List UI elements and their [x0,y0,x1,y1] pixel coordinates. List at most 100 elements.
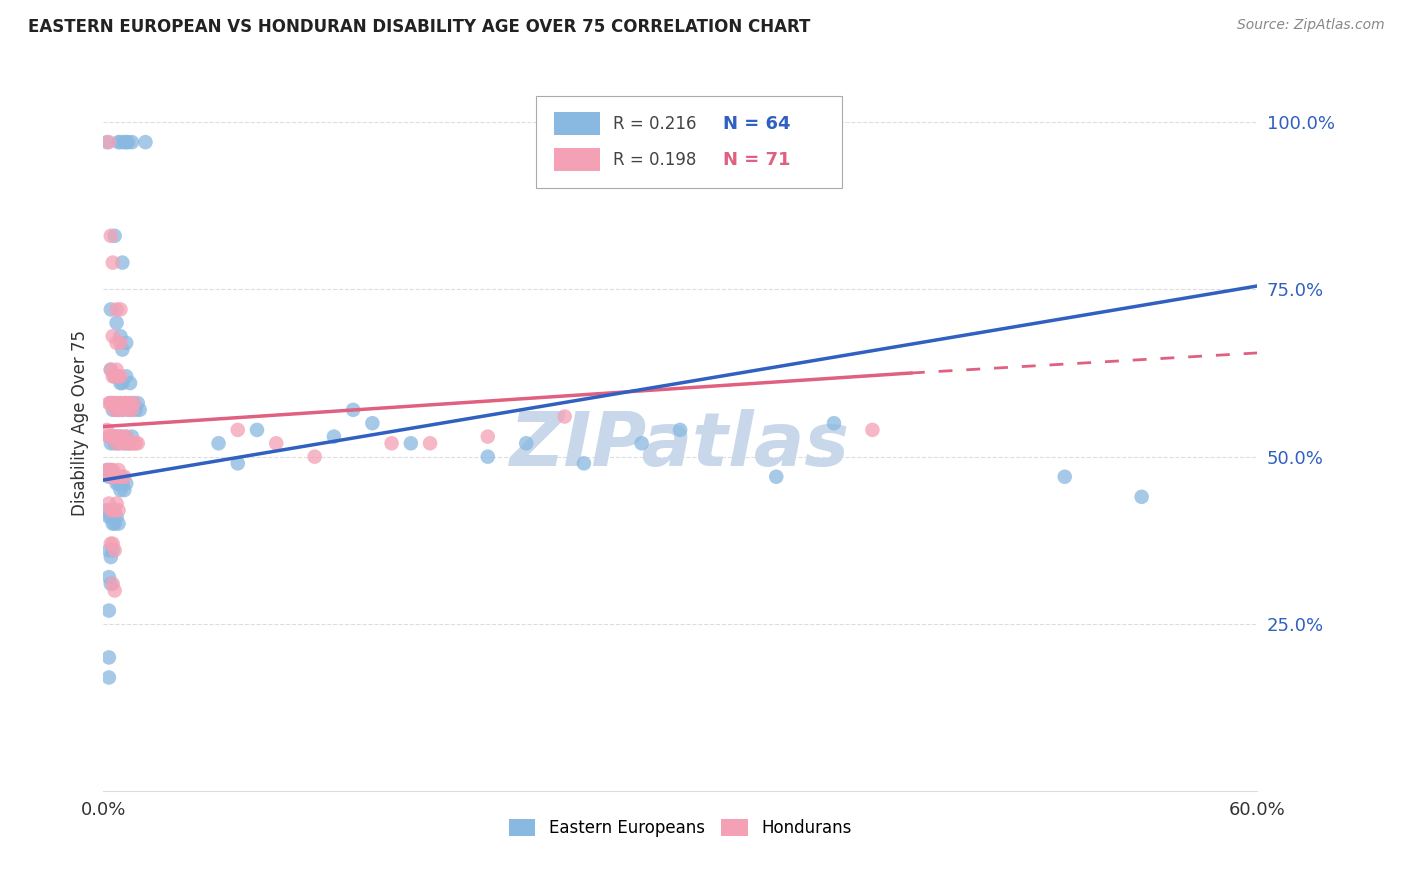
Point [121,135,143,149]
Point [127,436,149,450]
Point [118,396,141,410]
Point [304,450,326,464]
Text: N = 64: N = 64 [723,114,790,133]
Point [110,469,132,483]
Point [105,429,128,443]
Point [105,335,128,350]
Point [110,369,132,384]
Point [104,436,127,450]
Point [97,650,120,665]
Point [1053,469,1076,483]
Point [101,543,124,558]
Text: N = 71: N = 71 [723,151,790,169]
Point [111,469,134,483]
Point [112,436,135,450]
Point [399,436,422,450]
Point [121,436,143,450]
Point [134,135,156,149]
Point [96,463,118,477]
Point [101,536,124,550]
Point [121,429,143,443]
Point [111,402,134,417]
Point [115,476,138,491]
Point [572,456,595,470]
Point [105,402,128,417]
Point [100,577,122,591]
Point [342,402,364,417]
Point [107,369,129,384]
Point [110,335,132,350]
Point [110,483,132,497]
Point [97,570,120,584]
Point [115,396,138,410]
Point [107,402,129,417]
Point [105,476,128,491]
Point [100,509,122,524]
Point [105,316,128,330]
Point [226,456,249,470]
Point [112,396,135,410]
Point [104,516,127,531]
Point [100,362,122,376]
Point [105,509,128,524]
Point [122,436,145,450]
Point [107,429,129,443]
Point [477,450,499,464]
Point [104,469,127,483]
Point [105,396,128,410]
Point [112,469,135,483]
Point [127,396,149,410]
Text: ZIPatlas: ZIPatlas [510,409,851,482]
Point [115,396,138,410]
Point [117,436,139,450]
Point [554,409,576,424]
Point [112,483,135,497]
Point [515,436,537,450]
Point [115,335,138,350]
Point [100,536,122,550]
Point [118,376,141,390]
Point [111,402,134,417]
Point [111,376,134,390]
Point [121,402,143,417]
Point [107,135,129,149]
Point [104,396,127,410]
Point [96,135,118,149]
Point [97,469,120,483]
Point [115,429,138,443]
Point [104,469,127,483]
Point [101,503,124,517]
Text: EASTERN EUROPEAN VS HONDURAN DISABILITY AGE OVER 75 CORRELATION CHART: EASTERN EUROPEAN VS HONDURAN DISABILITY … [28,18,810,36]
Point [823,416,845,430]
Point [117,135,139,149]
Point [100,362,122,376]
Point [101,577,124,591]
Point [207,436,229,450]
Point [100,549,122,564]
Point [110,429,132,443]
Point [97,429,120,443]
Legend: Eastern Europeans, Hondurans: Eastern Europeans, Hondurans [501,811,860,846]
Point [118,396,141,410]
Point [100,503,122,517]
Point [101,516,124,531]
Point [125,402,148,417]
Point [100,436,122,450]
Point [669,423,692,437]
Point [104,402,127,417]
Point [100,469,122,483]
Point [112,436,135,450]
Point [105,362,128,376]
FancyBboxPatch shape [536,95,842,187]
Point [104,228,127,243]
Point [100,302,122,317]
Point [860,423,883,437]
Point [101,369,124,384]
Point [104,503,127,517]
FancyBboxPatch shape [554,148,600,171]
Point [125,436,148,450]
Y-axis label: Disability Age Over 75: Disability Age Over 75 [72,330,89,516]
Point [110,329,132,343]
Point [97,396,120,410]
Point [101,329,124,343]
